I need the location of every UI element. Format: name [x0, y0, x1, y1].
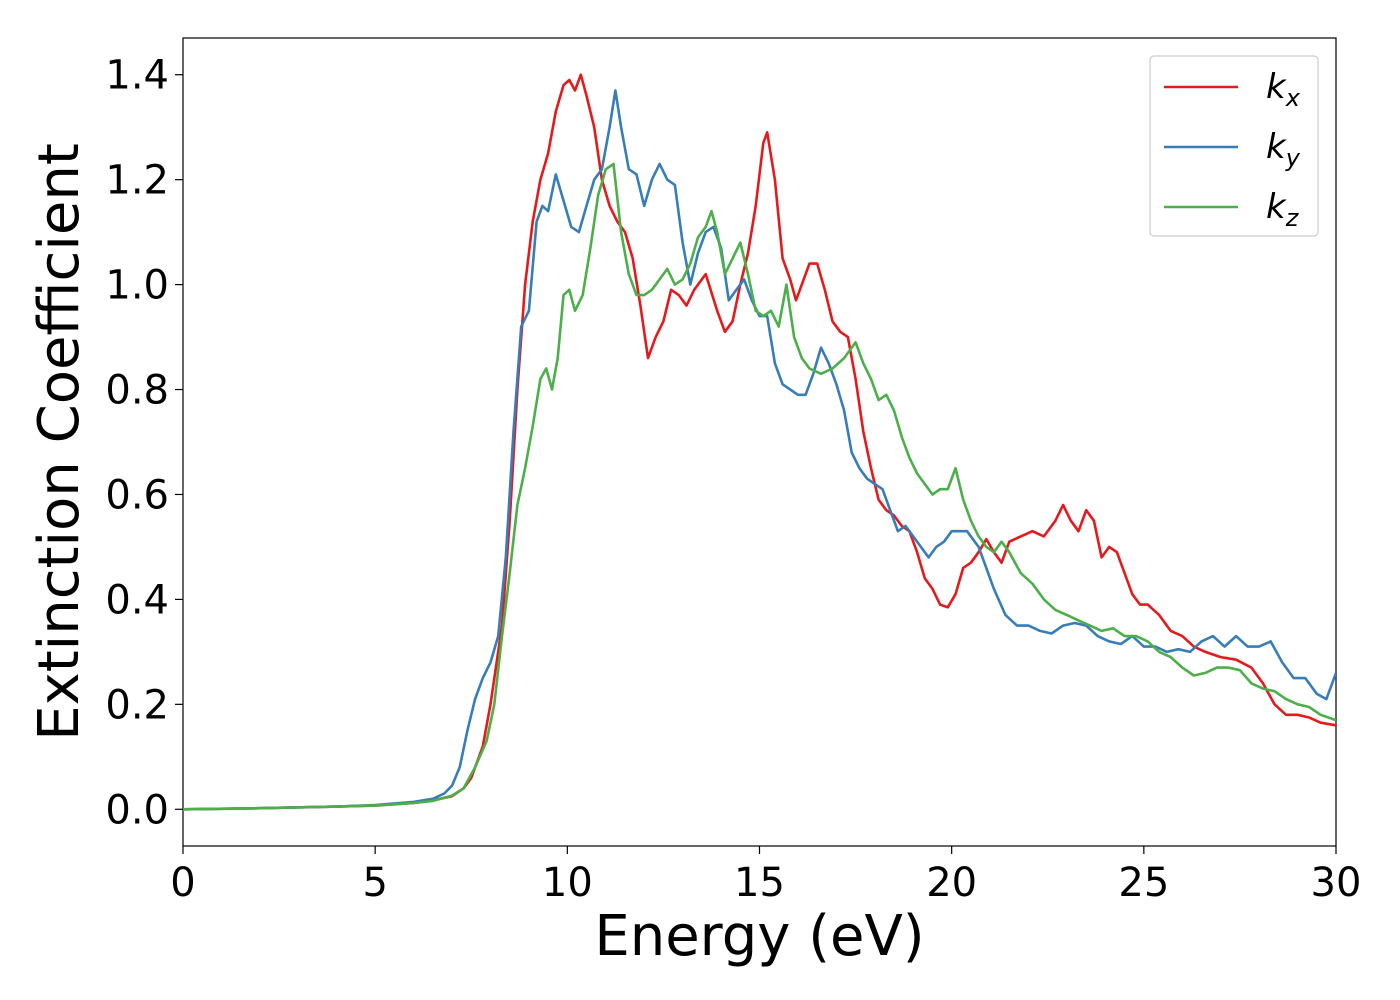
x-tick-label: 10: [542, 860, 593, 906]
legend-entry-subscript: z: [1285, 204, 1300, 232]
y-axis-ticks: 0.0 0.2 0.4 0.6 0.8 1.0 1.2 1.4: [105, 53, 183, 833]
legend-entry-ky: ky: [1266, 127, 1301, 172]
legend-entry-symbol: k: [1266, 127, 1287, 167]
y-tick-label: 1.4: [105, 53, 169, 99]
y-tick-label: 0.4: [105, 577, 169, 623]
x-tick-label: 20: [926, 860, 977, 906]
legend-entry-kx: kx: [1266, 67, 1301, 112]
y-tick-label: 1.0: [105, 263, 169, 309]
y-tick-label: 0.6: [105, 472, 169, 518]
legend-entry-symbol: k: [1266, 187, 1287, 227]
legend-entry-symbol: k: [1266, 67, 1287, 107]
y-tick-label: 0.2: [105, 682, 169, 728]
x-axis-ticks: 0 5 10 15 20 25 30: [170, 846, 1361, 906]
x-tick-label: 15: [734, 860, 785, 906]
x-tick-label: 30: [1311, 860, 1362, 906]
legend-entry-subscript: y: [1285, 144, 1301, 172]
y-tick-label: 1.2: [105, 158, 169, 204]
series-layer: [183, 73, 1336, 811]
y-axis-label: Extinction Coefficient: [27, 143, 92, 741]
y-tick-label: 0.8: [105, 368, 169, 414]
series-line-kz: [183, 162, 1336, 811]
x-tick-label: 5: [362, 860, 387, 906]
x-axis-label: Energy (eV): [594, 904, 924, 969]
x-tick-label: 0: [170, 860, 195, 906]
legend-entry-subscript: x: [1285, 84, 1301, 112]
series-line-kx: [183, 73, 1336, 811]
legend-entry-kz: kz: [1266, 187, 1300, 232]
series-line-ky: [183, 89, 1336, 811]
y-tick-label: 0.0: [105, 787, 169, 833]
x-tick-label: 25: [1118, 860, 1169, 906]
